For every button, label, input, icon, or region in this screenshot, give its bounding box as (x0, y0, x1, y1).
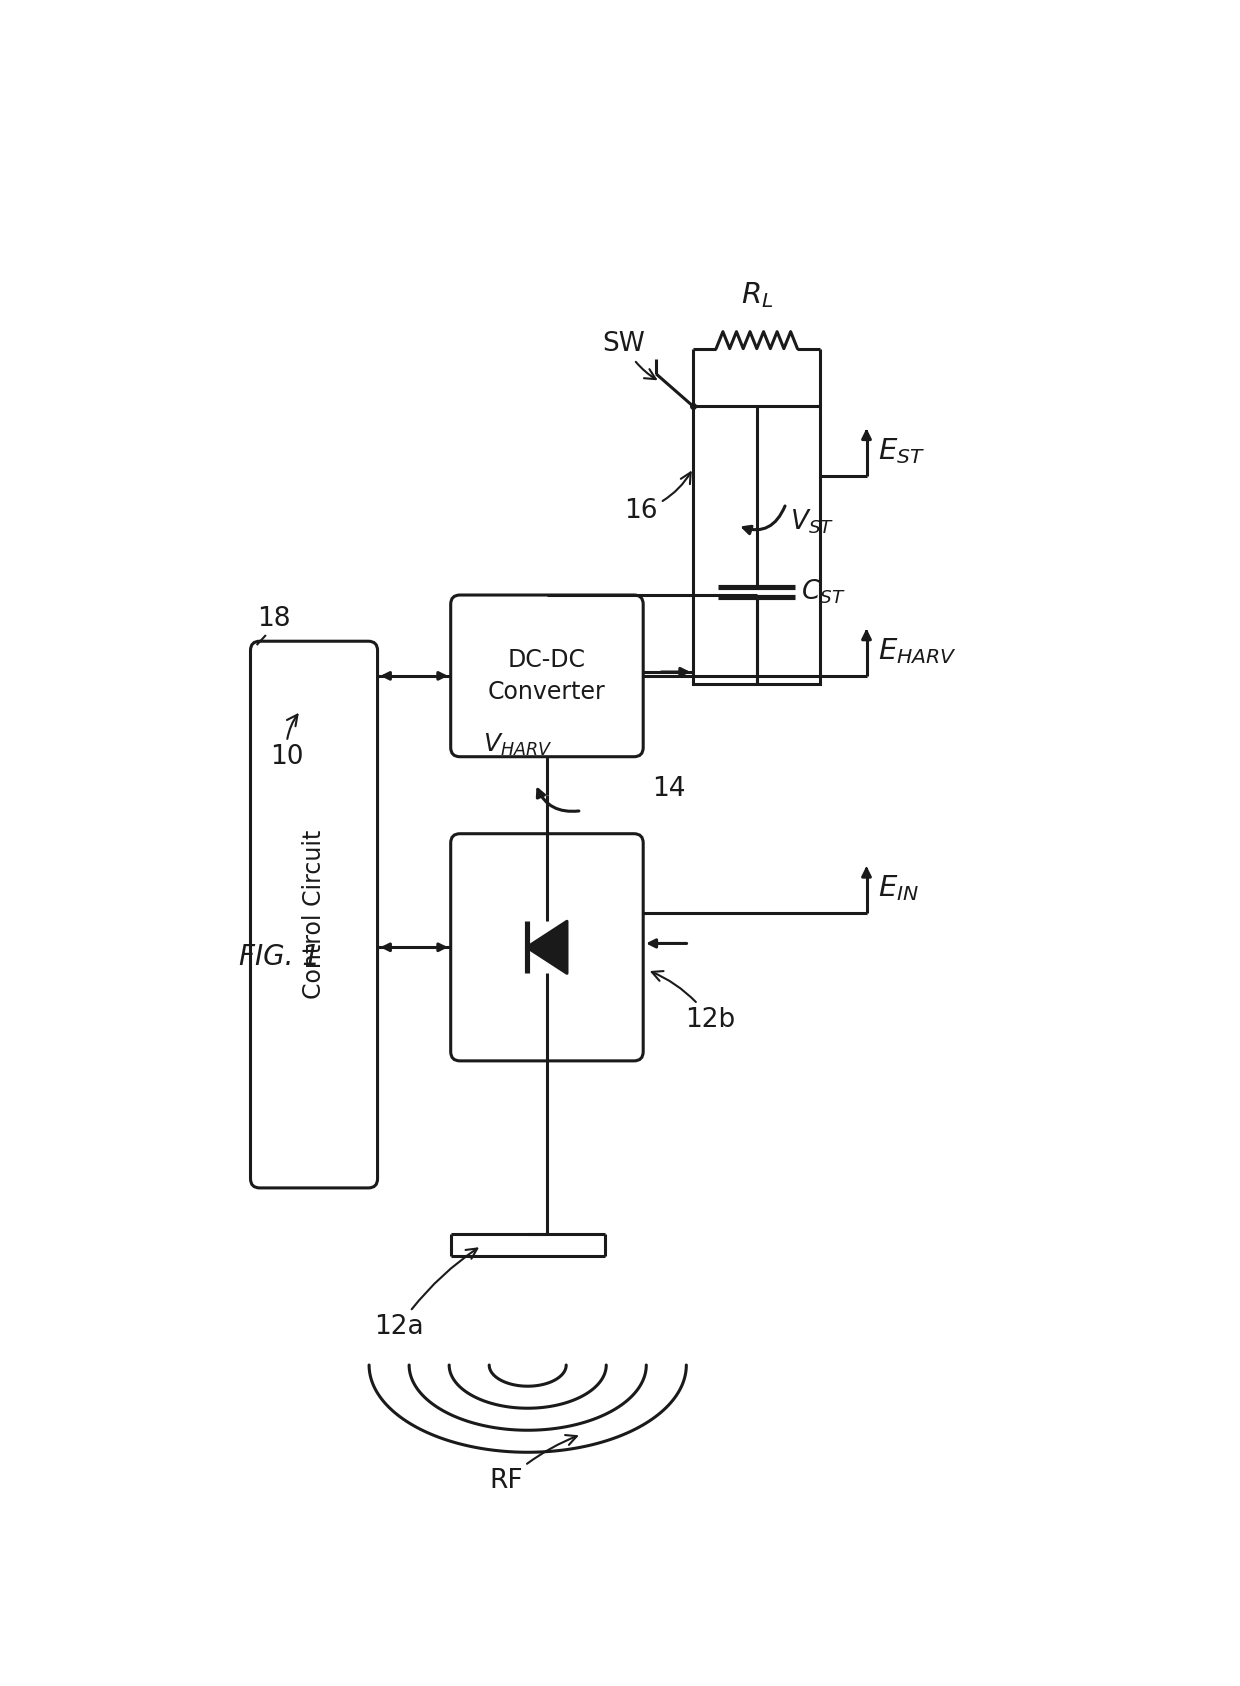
Text: $V_{ST}$: $V_{ST}$ (790, 507, 835, 536)
Text: 16: 16 (624, 472, 691, 524)
Text: SW: SW (603, 330, 656, 379)
FancyBboxPatch shape (250, 641, 377, 1189)
Text: DC-DC
Converter: DC-DC Converter (489, 647, 606, 703)
Text: RF: RF (490, 1435, 577, 1494)
Text: 18: 18 (257, 605, 290, 632)
Text: $E_{IN}$: $E_{IN}$ (878, 873, 919, 904)
FancyBboxPatch shape (450, 833, 644, 1060)
Text: $R_L$: $R_L$ (740, 280, 773, 310)
Polygon shape (527, 921, 567, 973)
FancyArrowPatch shape (744, 506, 785, 534)
Text: $V_{HARV}$: $V_{HARV}$ (484, 732, 552, 759)
Text: 12b: 12b (652, 971, 735, 1034)
Text: $C_{ST}$: $C_{ST}$ (801, 578, 846, 607)
Text: $E_{ST}$: $E_{ST}$ (878, 435, 925, 465)
Text: 10: 10 (270, 715, 304, 771)
Text: 12a: 12a (373, 1249, 477, 1340)
FancyArrowPatch shape (537, 789, 579, 811)
Bar (693, 406, 821, 683)
Text: FIG. 1: FIG. 1 (239, 942, 320, 971)
Text: $E_{HARV}$: $E_{HARV}$ (878, 636, 957, 666)
FancyBboxPatch shape (450, 595, 644, 757)
Text: 14: 14 (652, 776, 686, 803)
Text: Control Circuit: Control Circuit (303, 830, 326, 1000)
